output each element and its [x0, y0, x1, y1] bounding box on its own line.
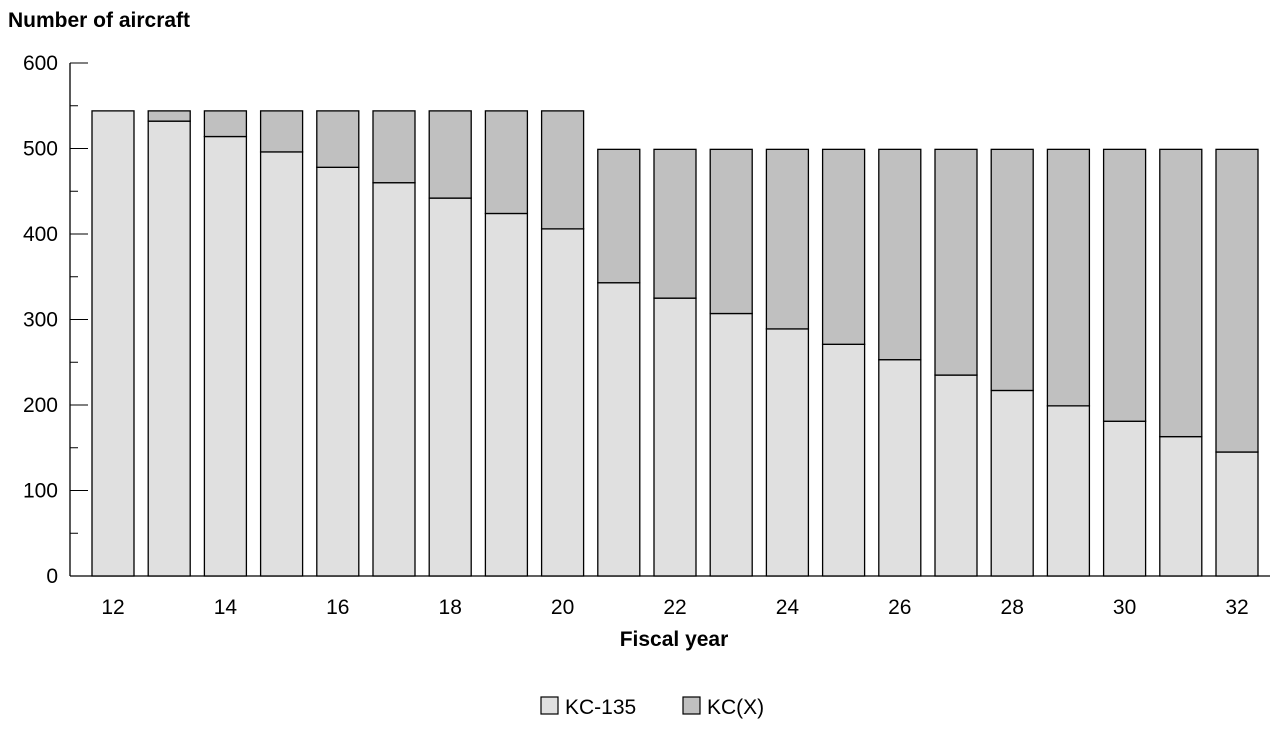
bar-kc135	[1102, 420, 1147, 577]
bar-kc135	[765, 328, 810, 577]
x-tick-label: 12	[101, 596, 124, 619]
bar-kcx	[540, 110, 585, 230]
bar-kcx	[765, 148, 810, 330]
bar-kcx	[1046, 148, 1091, 407]
bar-kcx	[653, 148, 697, 299]
bar-kcx	[147, 110, 191, 122]
bar-kc135	[316, 166, 360, 577]
bar-kc135	[259, 151, 304, 577]
bar-kc135	[709, 312, 753, 577]
y-tick-labels: 0 100 200 300 400 500 600	[23, 52, 58, 588]
bar-kc135	[990, 389, 1034, 577]
y-tick-label: 500	[23, 138, 58, 161]
bar-kcx	[709, 148, 753, 315]
bar-kcx	[597, 148, 641, 284]
legend-label-kcx: KC(X)	[707, 696, 764, 719]
bar-kc135	[372, 182, 416, 577]
bar-kc135	[821, 343, 866, 577]
bar-kc135	[878, 359, 922, 577]
y-tick-label: 600	[23, 52, 58, 75]
bar-kc135	[1159, 435, 1203, 577]
x-axis-title: Fiscal year	[620, 628, 729, 651]
bar-kcx	[484, 110, 529, 215]
y-tick-label: 0	[46, 565, 58, 588]
x-tick-label: 32	[1225, 596, 1248, 619]
y-tick-label: 400	[23, 223, 58, 246]
bar-kc135	[934, 374, 978, 577]
bar-kcx	[428, 110, 472, 199]
bar-kcx	[203, 110, 248, 138]
y-tick-label: 100	[23, 480, 58, 503]
bar-kcx	[316, 110, 360, 168]
bar-kc135	[1046, 405, 1091, 577]
bar-kcx	[1159, 148, 1203, 438]
bar-kcx	[372, 110, 416, 184]
bar-kcx	[1215, 148, 1259, 453]
bar-kcx	[990, 148, 1034, 392]
x-tick-label: 24	[776, 596, 800, 619]
x-tick-label: 18	[439, 596, 462, 619]
bar-kc135	[428, 197, 472, 577]
x-tick-labels: 12 14 16 18 20 22 24 26 28 30 32	[101, 596, 1248, 619]
y-tick-label: 300	[23, 309, 58, 332]
bar-kc135	[147, 120, 191, 577]
bar-kc135	[91, 110, 135, 577]
bar-kc135	[1215, 451, 1259, 577]
bar-kcx	[878, 148, 922, 361]
bar-kcx	[1102, 148, 1147, 422]
legend-swatch-kc135	[540, 696, 559, 715]
x-tick-label: 16	[326, 596, 349, 619]
x-tick-label: 22	[663, 596, 686, 619]
x-tick-label: 26	[888, 596, 911, 619]
legend: KC-135 KC(X)	[540, 696, 764, 719]
bar-kc135	[484, 212, 529, 577]
bar-kc135	[597, 282, 641, 577]
bar-kcx	[934, 148, 978, 376]
y-tick-label: 200	[23, 394, 58, 417]
x-tick-label: 14	[214, 596, 238, 619]
bar-kcx	[821, 148, 866, 345]
y-axis-title: Number of aircraft	[8, 9, 190, 32]
legend-label-kc135: KC-135	[565, 696, 636, 719]
bars	[91, 110, 1259, 577]
bar-kc135	[540, 228, 585, 577]
bar-kcx	[259, 110, 304, 153]
x-tick-label: 28	[1001, 596, 1024, 619]
legend-swatch-kcx	[682, 696, 701, 715]
bar-kc135	[653, 297, 697, 577]
x-tick-label: 30	[1113, 596, 1136, 619]
bar-kc135	[203, 135, 248, 577]
x-tick-label: 20	[551, 596, 574, 619]
